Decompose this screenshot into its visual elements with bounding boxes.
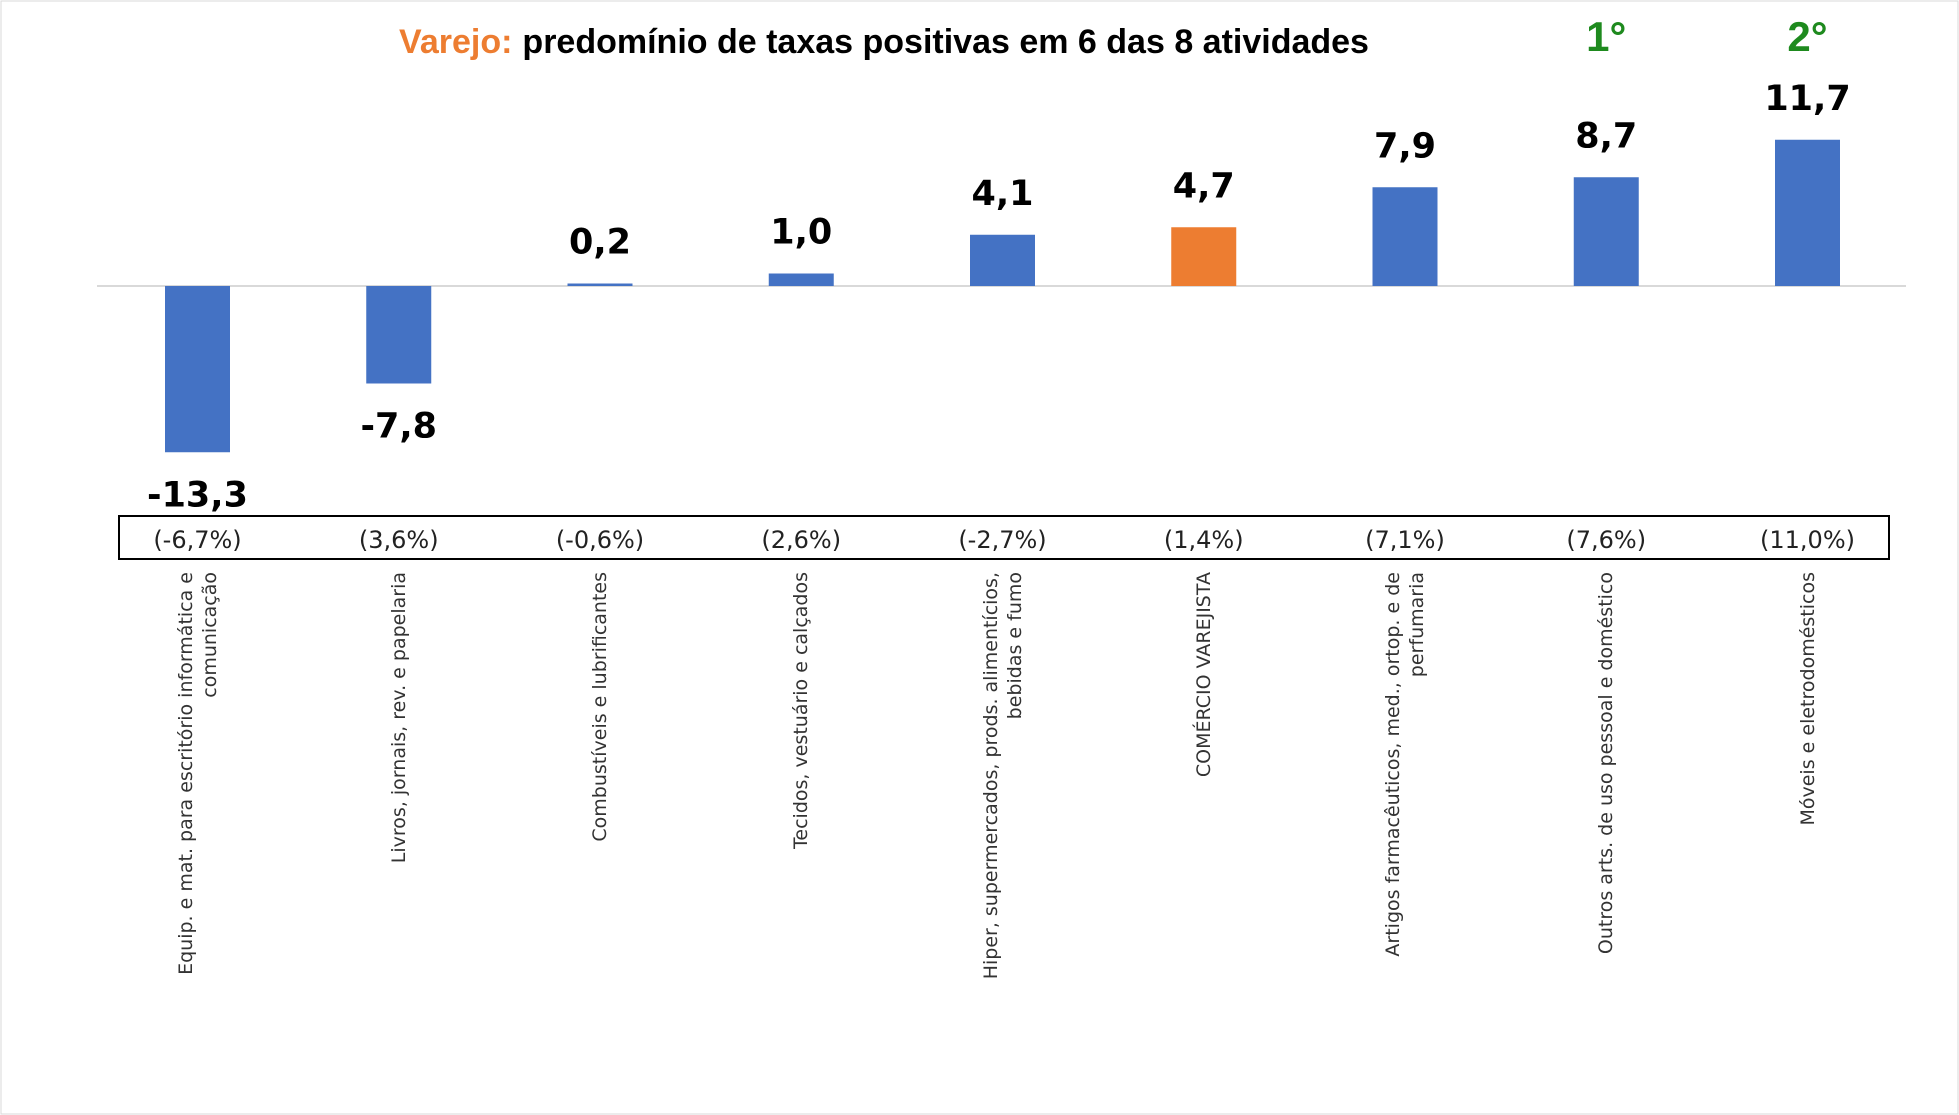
annotation: 2° bbox=[1787, 13, 1827, 60]
value-label: -13,3 bbox=[147, 475, 248, 515]
bar bbox=[1372, 187, 1438, 286]
category-label: Tecidos, vestuário e calçados bbox=[790, 572, 813, 849]
secondary-label: (-0,6%) bbox=[556, 526, 644, 554]
category-label: Artigos farmacêuticos, med., ortop. e de… bbox=[1382, 572, 1428, 957]
bar bbox=[165, 286, 230, 453]
chart-title: Varejo: predomínio de taxas positivas em … bbox=[399, 23, 1369, 61]
secondary-label: (7,6%) bbox=[1566, 526, 1646, 554]
value-label: 4,1 bbox=[971, 174, 1033, 214]
value-label: -7,8 bbox=[360, 407, 437, 447]
secondary-label: (2,6%) bbox=[761, 526, 841, 554]
table-box bbox=[118, 515, 1890, 560]
value-label: 11,7 bbox=[1764, 79, 1850, 119]
title-highlight: Varejo: bbox=[399, 23, 512, 61]
category-label: Outros arts. de uso pessoal e doméstico bbox=[1595, 572, 1618, 955]
secondary-label: (-6,7%) bbox=[153, 526, 241, 554]
secondary-label: (11,0%) bbox=[1760, 526, 1855, 554]
bar bbox=[1775, 139, 1840, 286]
bar bbox=[366, 286, 432, 384]
bar bbox=[1573, 177, 1639, 286]
value-label: 7,9 bbox=[1374, 126, 1436, 166]
category-label: Combustíveis e lubrificantes bbox=[589, 572, 611, 842]
value-label: 0,2 bbox=[569, 223, 631, 263]
bar bbox=[567, 283, 633, 286]
secondary-label: (1,4%) bbox=[1164, 526, 1244, 554]
title-text: predomínio de taxas positivas em 6 das 8… bbox=[522, 23, 1369, 61]
value-label: 8,7 bbox=[1575, 116, 1637, 156]
category-label: Hiper, supermercados, prods. alimentício… bbox=[979, 572, 1026, 980]
category-label: Livros, jornais, rev. e papelaria bbox=[387, 572, 410, 864]
secondary-label: (-2,7%) bbox=[958, 526, 1046, 554]
category-label: Equip. e mat. para escritório informátic… bbox=[174, 572, 221, 975]
category-label: COMÉRCIO VAREJISTA bbox=[1192, 572, 1215, 778]
value-label: 1,0 bbox=[770, 213, 832, 253]
category-label: Móveis e eletrodomésticos bbox=[1796, 572, 1819, 826]
secondary-label: (3,6%) bbox=[359, 526, 439, 554]
bar bbox=[768, 273, 834, 286]
secondary-label: (7,1%) bbox=[1365, 526, 1445, 554]
value-label: 4,7 bbox=[1173, 166, 1235, 206]
bar bbox=[970, 234, 1035, 286]
bar bbox=[1171, 227, 1237, 286]
annotation: 1° bbox=[1586, 13, 1626, 60]
